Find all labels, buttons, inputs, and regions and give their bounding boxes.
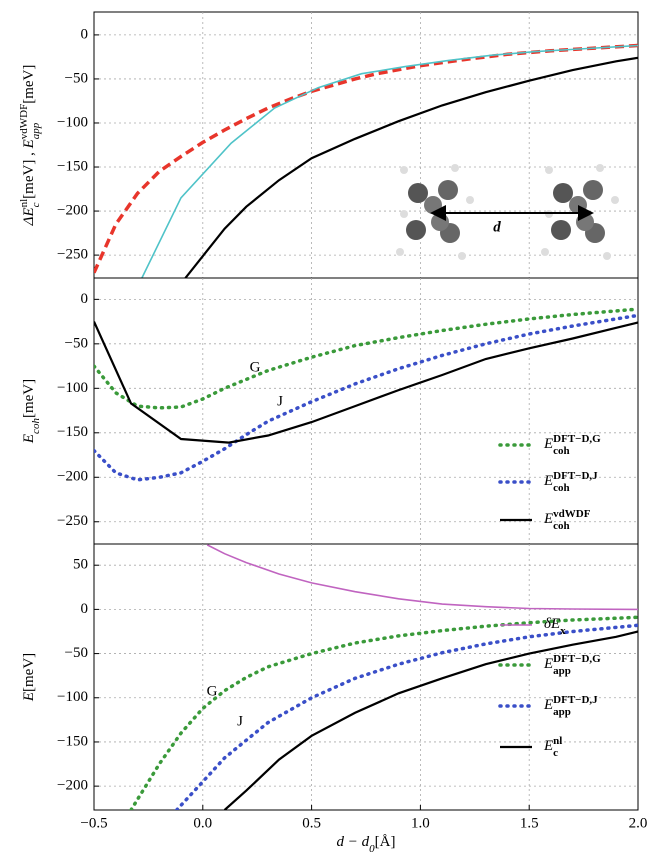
y-tick-label: 0 xyxy=(81,291,89,307)
x-axis-label: d − d0[Å] xyxy=(337,834,396,854)
legend-label-part: app xyxy=(553,706,571,718)
y-tick-label: −250 xyxy=(57,513,88,529)
legend-label-part: x xyxy=(560,625,566,637)
label-part: [Å] xyxy=(375,834,396,850)
label-part: [meV] , xyxy=(21,148,37,198)
y-tick-label: −150 xyxy=(57,424,88,440)
annotation: G xyxy=(207,683,218,699)
legend-label-part: E xyxy=(543,697,553,713)
legend-label-part: coh xyxy=(553,520,570,532)
legend-label-part: coh xyxy=(553,445,570,457)
y-tick-label: 0 xyxy=(81,26,89,42)
label-part: coh xyxy=(30,418,42,434)
x-tick-label: 0.0 xyxy=(193,815,212,831)
legend-label-part: E xyxy=(543,473,553,489)
label-part: [meV] xyxy=(21,379,37,418)
legend-label-part: vdWDF xyxy=(553,508,591,520)
series-line xyxy=(207,545,638,610)
y-axis-label: E[meV] xyxy=(21,653,37,702)
label-part: d − d xyxy=(337,834,370,850)
label-part: [meV] xyxy=(21,653,37,692)
legend-label-part: nl xyxy=(553,735,562,747)
plot-frame xyxy=(94,278,638,544)
label-part: E xyxy=(21,139,37,149)
legend-label-part: coh xyxy=(553,482,570,494)
legend-label-part: DFT−D,J xyxy=(553,470,598,482)
legend-label-part: DFT−D,G xyxy=(553,653,601,665)
label-part: c xyxy=(30,202,42,207)
legend-label: EcohvdWDF xyxy=(543,508,591,532)
legend-label: EappDFT−D,J xyxy=(543,694,598,718)
legend-label: EappDFT−D,G xyxy=(543,653,601,677)
y-tick-label: −150 xyxy=(57,158,88,174)
y-axis-label: Ecoh[meV] xyxy=(21,379,41,444)
legend-label: EcohDFT−D,J xyxy=(543,470,598,494)
y-tick-label: −150 xyxy=(57,733,88,749)
legend-label-part: E xyxy=(543,436,553,452)
label-part: E xyxy=(21,434,37,444)
annotation: J xyxy=(277,393,283,409)
y-tick-label: −200 xyxy=(57,202,88,218)
legend-label-part: c xyxy=(553,747,558,759)
series-line xyxy=(94,322,638,443)
y-tick-label: −50 xyxy=(65,645,88,661)
legend-label-part: δE xyxy=(544,616,560,632)
y-tick-label: −100 xyxy=(57,689,88,705)
legend-label-part: E xyxy=(543,656,553,672)
plot-frame xyxy=(94,544,638,810)
y-tick-label: −250 xyxy=(57,247,88,263)
x-tick-label: 0.5 xyxy=(302,815,321,831)
x-tick-label: 1.5 xyxy=(520,815,539,831)
legend-label: EcohDFT−D,G xyxy=(543,433,601,457)
series-line xyxy=(185,58,638,278)
x-tick-label: −0.5 xyxy=(80,815,107,831)
label-part: vdWDF xyxy=(18,104,30,139)
legend-label-part: E xyxy=(543,738,553,754)
label-part: ΔE xyxy=(21,207,37,226)
label-part: [meV] xyxy=(21,65,37,104)
x-tick-label: 2.0 xyxy=(629,815,648,831)
y-tick-label: −50 xyxy=(65,335,88,351)
annotation: J xyxy=(237,713,243,729)
y-tick-label: 50 xyxy=(73,557,88,573)
legend-label-part: DFT−D,G xyxy=(553,433,601,445)
y-tick-label: −200 xyxy=(57,469,88,485)
label-part: E xyxy=(21,692,37,702)
label-part: nl xyxy=(18,199,30,208)
y-tick-label: −100 xyxy=(57,380,88,396)
annotation: d xyxy=(493,219,501,235)
legend-label: Ecnl xyxy=(543,735,562,759)
legend-label-part: app xyxy=(553,665,571,677)
label-part: app xyxy=(30,122,42,139)
y-tick-label: 0 xyxy=(81,601,89,617)
y-tick-label: −50 xyxy=(65,70,88,86)
y-axis-label: ΔEcnl[meV] , EappvdWDF[meV] xyxy=(18,65,42,227)
molecule-inset xyxy=(396,164,619,260)
legend-label-part: DFT−D,J xyxy=(553,694,598,706)
y-tick-label: −100 xyxy=(57,114,88,130)
y-tick-label: −200 xyxy=(57,778,88,794)
figure: 0−50−100−150−200−250ΔEcnl[meV] , EappvdW… xyxy=(0,0,652,859)
series-line xyxy=(142,46,638,279)
x-tick-label: 1.0 xyxy=(411,815,430,831)
annotation: G xyxy=(250,359,261,375)
legend-label-part: E xyxy=(543,511,553,527)
series-line xyxy=(94,309,638,408)
